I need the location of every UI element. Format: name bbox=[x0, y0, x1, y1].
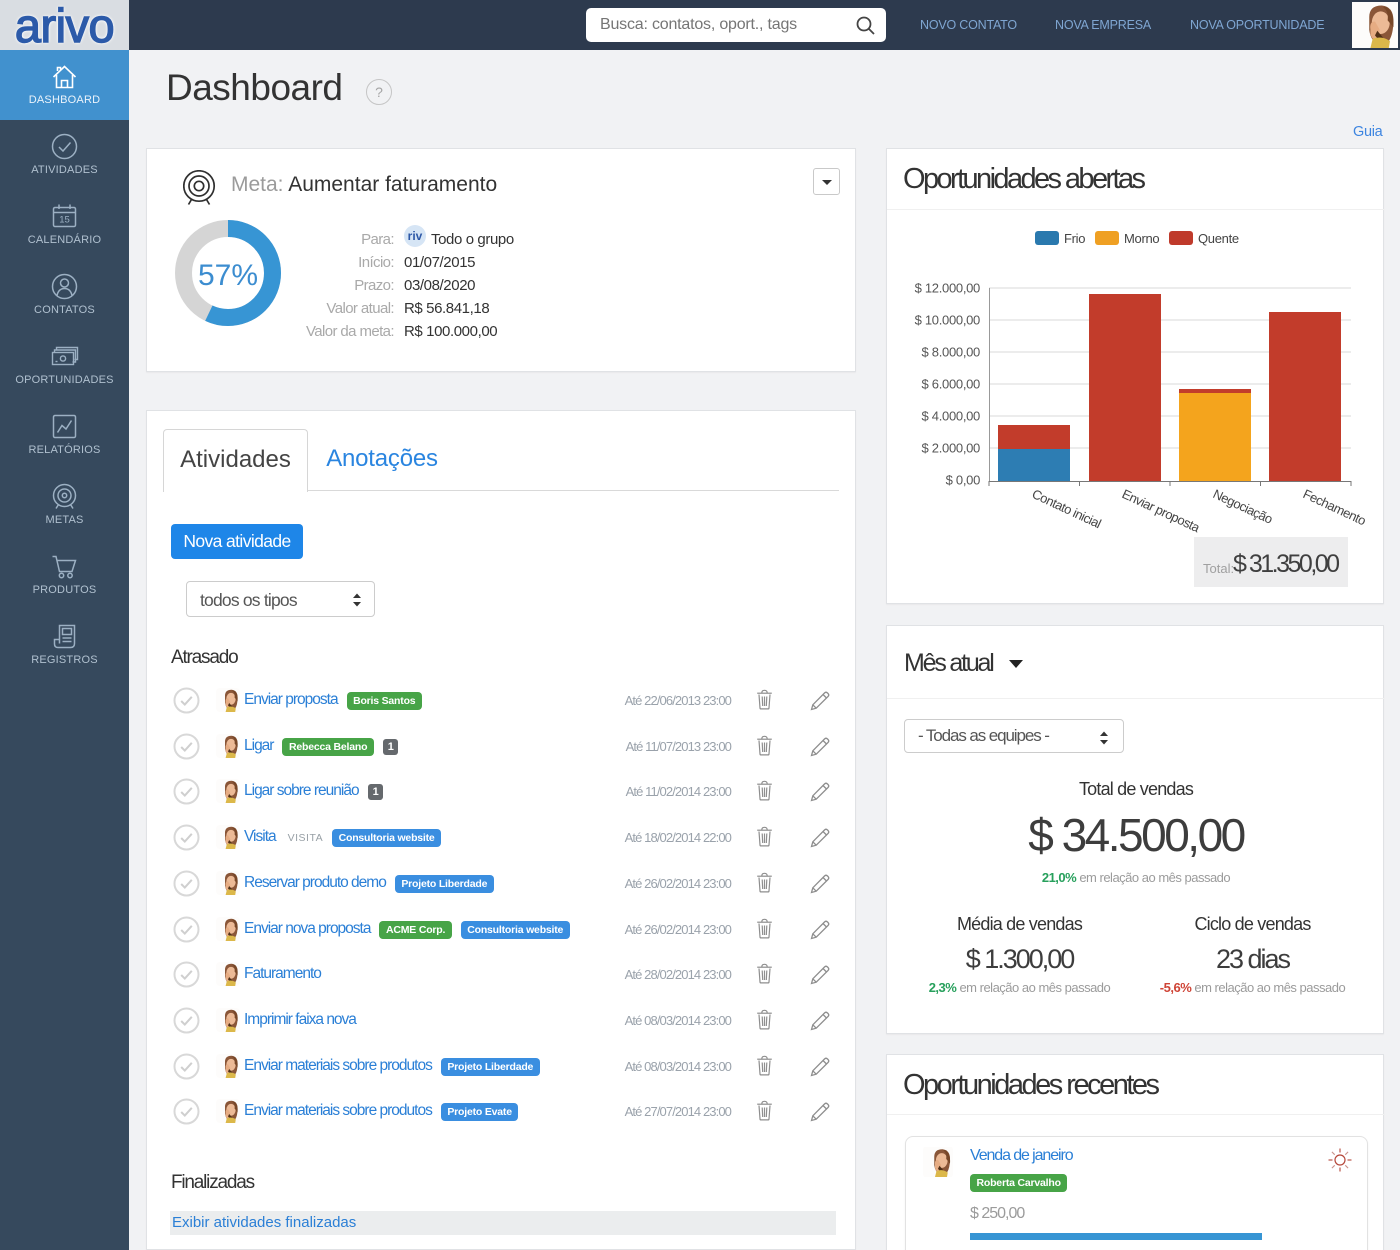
svg-text:$ 8.000,00: $ 8.000,00 bbox=[922, 345, 981, 360]
svg-text:$ 6.000,00: $ 6.000,00 bbox=[922, 377, 981, 392]
svg-text:$ 10.000,00: $ 10.000,00 bbox=[915, 313, 980, 328]
svg-text:$ 4.000,00: $ 4.000,00 bbox=[922, 409, 981, 424]
svg-text:Fechamento: Fechamento bbox=[1301, 486, 1369, 528]
svg-text:$ 12.000,00: $ 12.000,00 bbox=[915, 281, 980, 296]
svg-text:$ 0,00: $ 0,00 bbox=[946, 473, 980, 488]
svg-text:$ 2.000,00: $ 2.000,00 bbox=[922, 441, 981, 456]
svg-text:Morno: Morno bbox=[1124, 231, 1159, 246]
svg-text:Enviar proposta: Enviar proposta bbox=[1120, 486, 1203, 535]
svg-text:Negociação: Negociação bbox=[1211, 486, 1275, 527]
svg-text:15: 15 bbox=[59, 215, 70, 226]
svg-text:Frio: Frio bbox=[1064, 231, 1085, 246]
svg-text:Contato inicial: Contato inicial bbox=[1030, 486, 1104, 531]
svg-text:Quente: Quente bbox=[1198, 231, 1239, 246]
